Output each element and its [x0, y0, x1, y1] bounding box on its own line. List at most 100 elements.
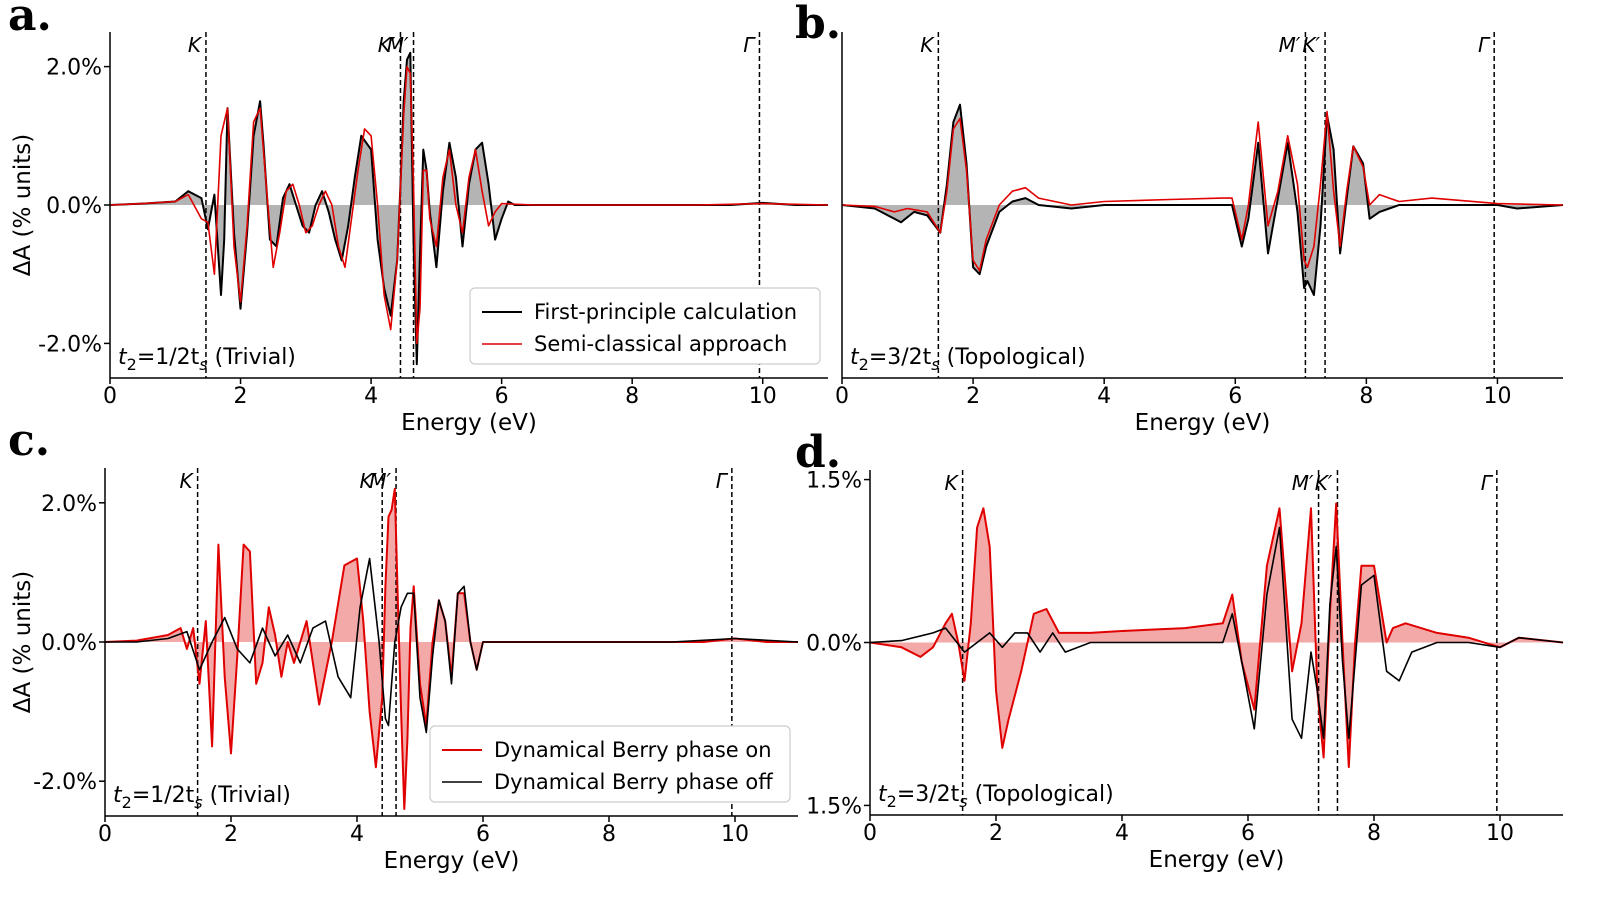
series-fill — [870, 503, 1563, 768]
y-tick-label: -2.0% — [38, 332, 102, 357]
annotation-part: t — [878, 782, 888, 807]
annotation-part: s — [194, 793, 202, 812]
annotation-part: 2 — [122, 793, 132, 812]
x-tick-label: 0 — [103, 384, 117, 409]
x-tick-label: 8 — [602, 822, 616, 847]
y-tick-label: 2.0% — [46, 56, 102, 81]
annotation-part: (Trivial) — [203, 783, 291, 808]
x-axis-label: Energy (eV) — [1135, 410, 1271, 436]
annotation-part: 2 — [887, 792, 897, 811]
legend-entry: Dynamical Berry phase off — [494, 770, 773, 794]
x-tick-label: 6 — [1228, 384, 1242, 409]
annotation-part: =1/2t — [132, 783, 195, 808]
x-axis-label: Energy (eV) — [384, 848, 520, 874]
annotation-part: (Topological) — [940, 345, 1086, 370]
legend-entry: Dynamical Berry phase on — [494, 738, 772, 762]
annotation-part: t — [850, 345, 860, 370]
y-tick-label: 0.0% — [806, 632, 862, 657]
series-line — [841, 110, 1564, 272]
annotation-part: (Topological) — [968, 782, 1114, 807]
y-axis-label: ΔA (% units) — [10, 571, 36, 713]
x-tick-label: 2 — [989, 821, 1003, 846]
panel-letter: a. — [8, 0, 52, 41]
annotation-part: s — [931, 355, 939, 374]
y-tick-label: 1.5% — [806, 469, 862, 494]
kpoint-label: M′ — [387, 33, 409, 57]
x-tick-label: 10 — [721, 822, 749, 847]
annotation-part: t — [118, 345, 128, 370]
panel-a: a.K K′M′ Γ0 2 4 6 8 10-2.0%0.0%2.0%Energy (eV)Δ… — [8, 0, 829, 436]
x-tick-label: 10 — [1486, 821, 1514, 846]
kpoint-label: Γ — [743, 33, 756, 57]
x-tick-label: 4 — [1097, 384, 1111, 409]
panel-c: c.K K′M′ Γ0 2 4 6 8 10-2.0%0.0%2.0%Energy (eV)Δ… — [8, 415, 799, 874]
x-tick-label: 6 — [495, 384, 509, 409]
kpoint-label: M′ — [1279, 33, 1301, 57]
x-tick-label: 4 — [350, 822, 364, 847]
legend-entry: Semi-classical approach — [534, 332, 787, 356]
x-tick-label: 0 — [98, 822, 112, 847]
x-tick-label: 8 — [1359, 384, 1373, 409]
y-tick-label: 2.0% — [41, 492, 97, 517]
x-tick-label: 6 — [1241, 821, 1255, 846]
x-axis-label: Energy (eV) — [401, 410, 537, 436]
annotation-part: =3/2t — [897, 782, 960, 807]
model-annotation: t2=3/2ts (Topological) — [850, 345, 1086, 374]
y-tick-label: 1.5% — [806, 794, 862, 819]
y-tick-label: -2.0% — [33, 770, 97, 795]
x-tick-label: 10 — [1483, 384, 1511, 409]
x-tick-label: 4 — [364, 384, 378, 409]
model-annotation: t2=1/2ts (Trivial) — [118, 345, 296, 374]
kpoint-label: K′ — [378, 33, 396, 57]
annotation-part: 2 — [127, 355, 137, 374]
kpoint-label: K — [179, 469, 194, 493]
legend-box — [469, 287, 821, 365]
model-annotation: t2=3/2ts (Topological) — [878, 782, 1114, 811]
x-tick-label: 6 — [476, 822, 490, 847]
kpoint-label: Γ — [1478, 33, 1491, 57]
series-line — [869, 526, 1564, 740]
panel-letter: d. — [795, 427, 841, 478]
x-tick-label: 2 — [966, 384, 980, 409]
kpoint-label: K′ — [360, 469, 378, 493]
model-annotation: t2=1/2ts (Trivial) — [113, 783, 291, 812]
annotation-part: 2 — [859, 355, 869, 374]
x-tick-label: 8 — [1367, 821, 1381, 846]
kpoint-label: Γ — [1481, 471, 1494, 495]
x-tick-label: 2 — [224, 822, 238, 847]
x-tick-label: 10 — [749, 384, 777, 409]
panel-letter: b. — [795, 0, 841, 49]
x-tick-label: 0 — [835, 384, 849, 409]
kpoint-label: M′ — [369, 469, 391, 493]
kpoint-label: K — [944, 471, 959, 495]
kpoint-label: K — [188, 33, 203, 57]
x-tick-label: 2 — [234, 384, 248, 409]
series-fill — [105, 488, 798, 810]
kpoint-label: K′ — [1302, 33, 1320, 57]
kpoint-label: K′ — [1315, 471, 1333, 495]
x-axis-label: Energy (eV) — [1149, 847, 1285, 873]
annotation-part: s — [199, 355, 207, 374]
y-tick-label: 0.0% — [41, 631, 97, 656]
series-line — [105, 557, 799, 734]
x-tick-label: 0 — [863, 821, 877, 846]
annotation-part: =1/2t — [137, 345, 200, 370]
legend-box — [429, 725, 791, 803]
annotation-part: t — [113, 783, 123, 808]
kpoint-label: K — [920, 33, 935, 57]
y-axis-label: ΔA (% units) — [10, 134, 36, 276]
kpoint-label: M′ — [1292, 471, 1314, 495]
series-line — [109, 65, 829, 345]
y-tick-label: 0.0% — [46, 194, 102, 219]
panel-letter: c. — [8, 415, 50, 466]
legend-entry: First-principle calculation — [534, 300, 797, 324]
annotation-part: =3/2t — [869, 345, 932, 370]
x-tick-label: 4 — [1115, 821, 1129, 846]
annotation-part: (Trivial) — [208, 345, 296, 370]
x-tick-label: 8 — [625, 384, 639, 409]
kpoint-label: Γ — [716, 469, 729, 493]
annotation-part: s — [959, 792, 967, 811]
series-line — [869, 502, 1564, 769]
